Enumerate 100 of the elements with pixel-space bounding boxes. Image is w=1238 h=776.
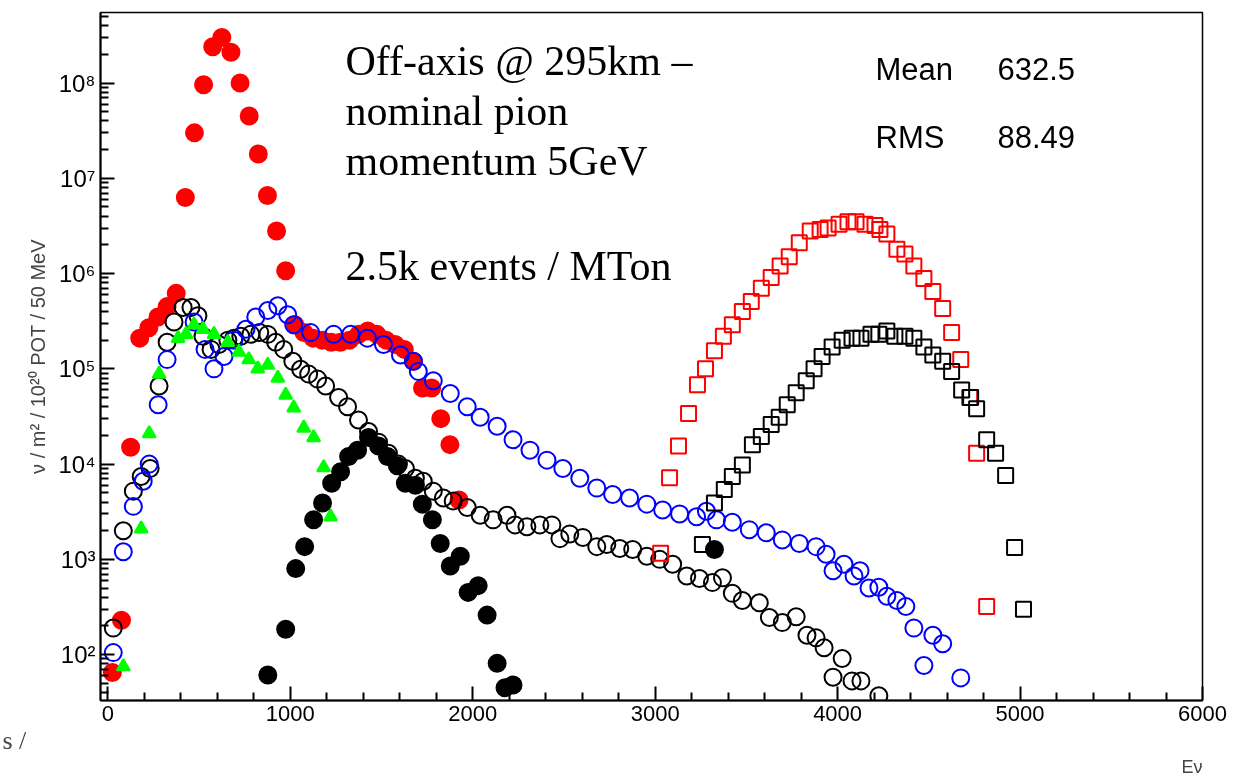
point — [871, 221, 889, 239]
point — [331, 462, 351, 482]
point — [905, 329, 923, 347]
point — [278, 386, 294, 400]
point — [743, 436, 761, 454]
point — [231, 343, 247, 357]
point — [241, 351, 257, 365]
point — [430, 533, 450, 553]
point — [688, 376, 706, 394]
point — [306, 429, 322, 443]
point — [924, 282, 942, 300]
point — [878, 225, 896, 243]
annotation: nominal pion — [345, 87, 569, 134]
point — [1015, 600, 1033, 618]
point — [870, 325, 888, 343]
point — [752, 279, 770, 297]
annotation: momentum 5GeV — [345, 137, 648, 184]
point — [733, 456, 751, 474]
point — [943, 324, 961, 342]
point — [194, 75, 214, 95]
point — [221, 42, 241, 62]
point — [151, 365, 167, 379]
point — [878, 322, 896, 340]
point — [166, 283, 186, 303]
point — [239, 106, 259, 126]
point — [762, 416, 780, 434]
point — [978, 431, 996, 449]
point — [952, 351, 970, 369]
point — [184, 123, 204, 143]
point — [258, 665, 278, 685]
point — [316, 459, 332, 473]
point — [450, 546, 470, 566]
point — [886, 327, 904, 345]
point — [133, 520, 149, 534]
point — [862, 325, 880, 343]
annotation: 2.5k events / MTon — [345, 242, 672, 289]
point — [888, 240, 906, 258]
point — [195, 320, 211, 335]
point — [705, 342, 723, 360]
x-tick-label: 0 — [101, 700, 114, 726]
point — [896, 245, 914, 263]
point — [934, 299, 952, 317]
point — [987, 444, 1005, 462]
point — [813, 347, 831, 365]
point — [896, 327, 914, 345]
x-tick-label: 6000 — [1178, 700, 1227, 726]
y-tick-label: 10² — [60, 641, 96, 669]
point — [714, 327, 732, 345]
point — [296, 419, 312, 433]
point — [260, 356, 276, 370]
point — [715, 481, 733, 499]
point — [276, 619, 296, 639]
point — [801, 222, 819, 240]
point — [477, 605, 497, 625]
point — [121, 437, 141, 457]
point — [866, 216, 884, 234]
y-tick-label: 10⁵ — [58, 355, 96, 383]
point — [248, 144, 268, 164]
x-tick-label: 3000 — [630, 700, 680, 726]
point — [978, 598, 996, 616]
point — [680, 404, 698, 422]
y-tick-label: 10⁸ — [58, 69, 96, 97]
point — [276, 261, 296, 281]
point — [1006, 539, 1024, 557]
point — [839, 213, 857, 231]
point — [230, 73, 250, 93]
point — [790, 234, 808, 252]
point — [856, 215, 874, 233]
point — [733, 302, 751, 320]
point — [313, 493, 333, 513]
point — [295, 537, 315, 557]
annotation: Mean — [875, 51, 954, 87]
point — [661, 469, 679, 487]
point — [787, 384, 805, 402]
y-tick-label: 10⁷ — [60, 164, 96, 192]
annotation: Off-axis @ 295km – — [345, 38, 694, 85]
point — [670, 437, 687, 455]
point — [723, 468, 741, 486]
point — [924, 346, 942, 364]
y-tick-label: 10⁴ — [58, 450, 96, 478]
point — [742, 292, 760, 310]
point — [440, 435, 460, 455]
point — [405, 475, 425, 495]
point — [797, 372, 815, 390]
x-tick-label: 5000 — [995, 700, 1045, 726]
point — [771, 257, 789, 275]
point — [431, 409, 451, 429]
point — [697, 360, 715, 378]
point — [830, 215, 848, 233]
annotation: RMS — [875, 119, 945, 155]
point — [348, 440, 368, 460]
point — [212, 28, 232, 48]
x-tick-label: 4000 — [813, 700, 863, 726]
point — [487, 653, 507, 673]
point — [250, 360, 266, 374]
point — [833, 331, 851, 349]
point — [652, 544, 670, 562]
point — [770, 408, 788, 426]
point — [286, 559, 306, 579]
x-tick-label: 2000 — [448, 700, 498, 726]
